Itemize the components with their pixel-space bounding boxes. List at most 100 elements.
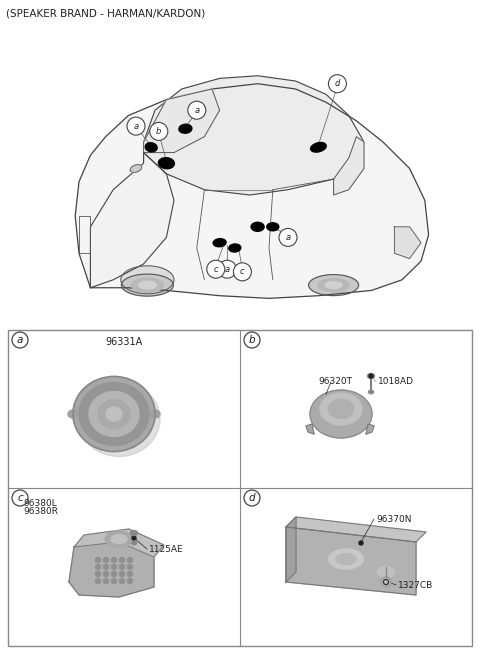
Ellipse shape <box>121 274 173 296</box>
Text: b: b <box>249 335 255 345</box>
Circle shape <box>233 263 252 281</box>
Ellipse shape <box>106 407 122 421</box>
Polygon shape <box>286 527 416 595</box>
Ellipse shape <box>368 373 374 379</box>
Ellipse shape <box>132 541 136 544</box>
Circle shape <box>369 374 373 378</box>
Circle shape <box>111 558 117 562</box>
Polygon shape <box>286 517 426 542</box>
Ellipse shape <box>251 222 264 232</box>
Text: a: a <box>225 265 230 274</box>
Text: c: c <box>240 268 245 276</box>
Circle shape <box>96 571 100 577</box>
Ellipse shape <box>325 281 342 289</box>
Ellipse shape <box>320 393 362 425</box>
Text: a: a <box>17 335 23 345</box>
Circle shape <box>328 75 347 92</box>
Polygon shape <box>90 153 174 288</box>
Polygon shape <box>395 227 421 258</box>
Circle shape <box>381 577 391 587</box>
Text: a: a <box>286 233 290 242</box>
Circle shape <box>120 571 124 577</box>
Polygon shape <box>286 517 296 582</box>
Circle shape <box>128 565 132 569</box>
Polygon shape <box>144 75 364 195</box>
Ellipse shape <box>179 124 192 133</box>
Circle shape <box>96 565 100 569</box>
Circle shape <box>150 123 168 140</box>
Polygon shape <box>306 424 314 434</box>
Ellipse shape <box>310 390 372 438</box>
Text: 1125AE: 1125AE <box>149 544 184 554</box>
Ellipse shape <box>267 223 279 231</box>
Polygon shape <box>144 89 219 153</box>
Ellipse shape <box>111 535 127 544</box>
Text: 96331A: 96331A <box>106 337 143 347</box>
Ellipse shape <box>158 157 174 169</box>
Circle shape <box>104 571 108 577</box>
Circle shape <box>12 490 28 506</box>
Text: 96380L: 96380L <box>23 499 57 508</box>
Circle shape <box>12 332 28 348</box>
Circle shape <box>188 101 206 119</box>
Ellipse shape <box>328 549 363 569</box>
Bar <box>8 330 472 646</box>
Circle shape <box>111 579 117 583</box>
Ellipse shape <box>89 392 139 436</box>
Text: c: c <box>17 493 23 503</box>
Circle shape <box>96 558 100 562</box>
Polygon shape <box>366 424 374 434</box>
Ellipse shape <box>318 279 349 292</box>
Circle shape <box>128 558 132 562</box>
Ellipse shape <box>73 377 155 451</box>
Text: 96380R: 96380R <box>23 506 58 516</box>
Circle shape <box>104 558 108 562</box>
Circle shape <box>120 558 124 562</box>
Ellipse shape <box>328 400 353 419</box>
Ellipse shape <box>121 266 174 294</box>
Circle shape <box>127 117 145 135</box>
Text: c: c <box>214 265 218 274</box>
Ellipse shape <box>309 275 359 296</box>
Ellipse shape <box>369 390 373 394</box>
Circle shape <box>207 260 225 278</box>
Ellipse shape <box>130 165 142 173</box>
Circle shape <box>111 571 117 577</box>
Circle shape <box>279 228 297 247</box>
Text: a: a <box>194 106 199 115</box>
Circle shape <box>104 579 108 583</box>
Text: (SPEAKER BRAND - HARMAN/KARDON): (SPEAKER BRAND - HARMAN/KARDON) <box>6 8 205 18</box>
Circle shape <box>383 579 389 585</box>
Ellipse shape <box>78 382 160 457</box>
Polygon shape <box>75 84 429 298</box>
Text: 96320T: 96320T <box>318 377 352 386</box>
Ellipse shape <box>138 281 156 289</box>
Circle shape <box>111 565 117 569</box>
Ellipse shape <box>145 143 157 152</box>
Text: 1018AD: 1018AD <box>378 377 414 386</box>
Polygon shape <box>74 529 164 557</box>
Ellipse shape <box>132 278 163 292</box>
Circle shape <box>96 579 100 583</box>
Ellipse shape <box>68 410 78 418</box>
Circle shape <box>120 579 124 583</box>
Text: b: b <box>156 127 161 136</box>
Ellipse shape <box>105 531 133 547</box>
Text: a: a <box>133 121 139 131</box>
Ellipse shape <box>311 142 326 152</box>
Ellipse shape <box>150 410 160 418</box>
Circle shape <box>128 571 132 577</box>
Ellipse shape <box>377 567 395 577</box>
Circle shape <box>244 332 260 348</box>
Text: d: d <box>335 79 340 88</box>
Ellipse shape <box>79 382 149 445</box>
Text: d: d <box>249 493 255 503</box>
Ellipse shape <box>336 554 356 565</box>
Ellipse shape <box>131 531 137 535</box>
Circle shape <box>128 579 132 583</box>
Circle shape <box>104 565 108 569</box>
Circle shape <box>132 536 136 540</box>
Text: 96370N: 96370N <box>376 514 411 523</box>
Circle shape <box>218 260 236 278</box>
Ellipse shape <box>213 239 226 247</box>
